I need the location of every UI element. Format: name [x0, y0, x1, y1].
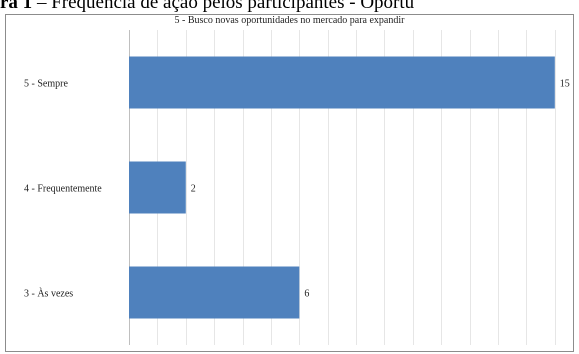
category-label: 4 - Frequentemente [24, 184, 102, 195]
caption-text: – Frequência de ação pelos participantes… [32, 0, 415, 13]
chart-title: 5 - Busco novas oportunidades no mercado… [174, 15, 405, 26]
bar [129, 266, 300, 319]
data-label: 15 [560, 79, 570, 90]
bar [129, 161, 186, 214]
category-label: 3 - Às vezes [24, 288, 73, 300]
data-label: 6 [304, 289, 309, 300]
data-label: 2 [191, 184, 196, 195]
category-label: 5 - Sempre [24, 79, 68, 90]
caption-prefix: ra 1 [0, 0, 33, 13]
figure-caption: ra 1 – Frequência de ação pelos particip… [0, 0, 579, 15]
bar [129, 56, 555, 109]
